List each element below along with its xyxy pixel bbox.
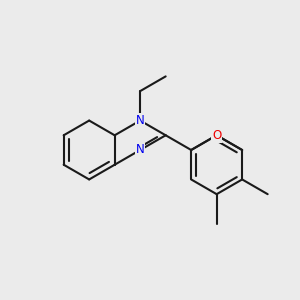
Text: O: O bbox=[212, 129, 221, 142]
Text: N: N bbox=[136, 114, 145, 127]
Text: N: N bbox=[136, 143, 145, 157]
